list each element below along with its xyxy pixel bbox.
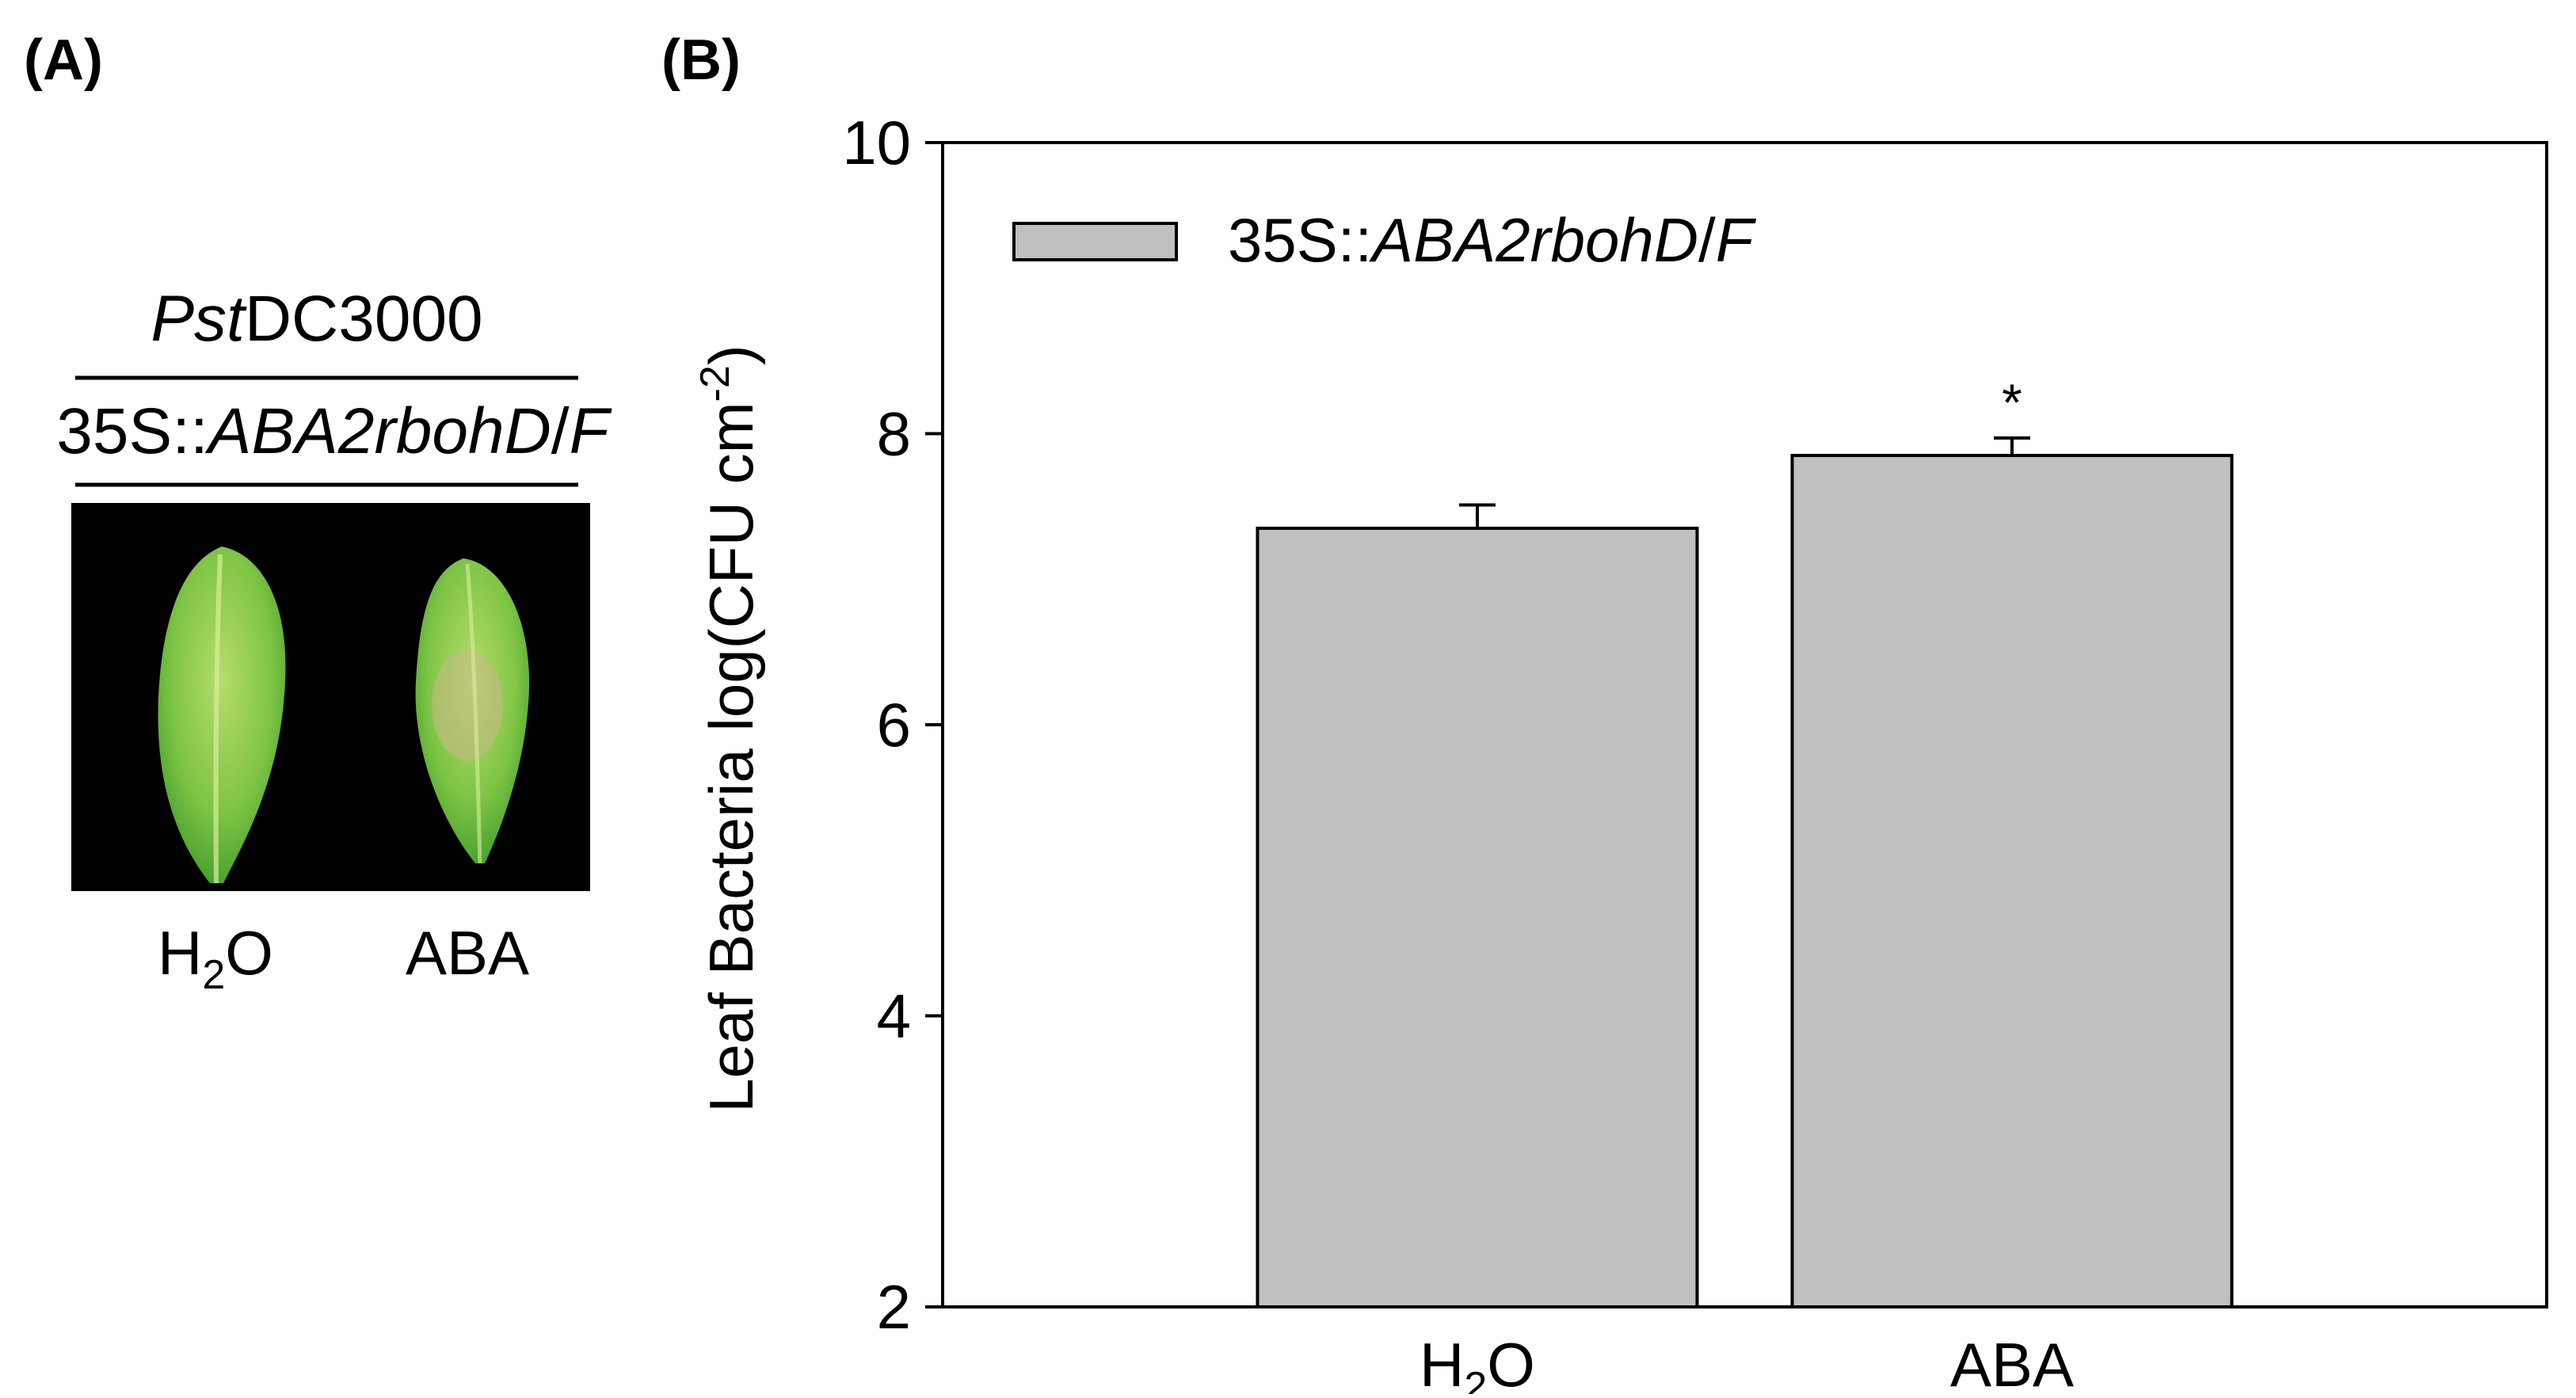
leaf-image-aba	[415, 558, 530, 864]
x-axis: H2O ABA	[1419, 1330, 2074, 1398]
bars: *	[1256, 373, 2234, 1308]
panel-b: (B) 2 4 6 8 10 H2O ABA * Leaf Bacteria log(CF…	[661, 29, 2548, 1398]
x-tick-label: H2O	[1419, 1330, 1535, 1394]
panel-a: (A) PstDC3000 35S::ABA2rbohD/F H2O ABA	[24, 29, 612, 998]
legend-label: 35S::ABA2rbohD/F	[1228, 205, 1757, 275]
genotype-plain: 35S::	[56, 395, 208, 467]
y-tick-label: 6	[877, 690, 911, 760]
y-tick-label: 2	[877, 1272, 911, 1342]
pathogen-header: PstDC3000	[151, 283, 482, 355]
genotype-header: 35S::ABA2rbohD/F	[56, 395, 612, 467]
y-tick-label: 4	[877, 981, 911, 1051]
legend-swatch	[1012, 222, 1178, 261]
leaf-aba-midrib	[465, 563, 482, 864]
photo-label-aba: ABA	[406, 918, 529, 988]
leaf-image-h2o	[158, 547, 286, 884]
y-tick-label: 8	[877, 399, 911, 469]
genotype-italic-2: F	[570, 395, 612, 467]
leaf-aba-lesion	[432, 649, 503, 760]
bar	[1790, 454, 2234, 1308]
pathogen-italic: Pst	[151, 283, 247, 355]
bar	[1256, 526, 1699, 1308]
x-tick-label: ABA	[1950, 1330, 2074, 1394]
leaf-h2o-midrib	[213, 554, 223, 884]
leaf-h2o-shape	[158, 547, 286, 883]
plot-area	[941, 141, 2548, 1308]
plot-frame	[941, 141, 2548, 1308]
pathogen-plain: DC3000	[245, 283, 483, 355]
genotype-italic-1: ABA2rbohD	[204, 395, 551, 467]
y-axis-label: Leaf Bacteria log(CFU cm-2)	[692, 345, 766, 1113]
genotype-slash: /	[551, 395, 570, 467]
panel-b-label: (B)	[661, 29, 741, 92]
legend: 35S::ABA2rbohD/F	[1012, 205, 1757, 275]
photo-label-h2o: H2O	[158, 918, 273, 998]
panel-a-label: (A)	[24, 29, 103, 92]
y-tick-label: 10	[842, 108, 911, 177]
y-axis: 2 4 6 8 10	[842, 108, 943, 1342]
significance-marker: *	[2002, 373, 2022, 432]
